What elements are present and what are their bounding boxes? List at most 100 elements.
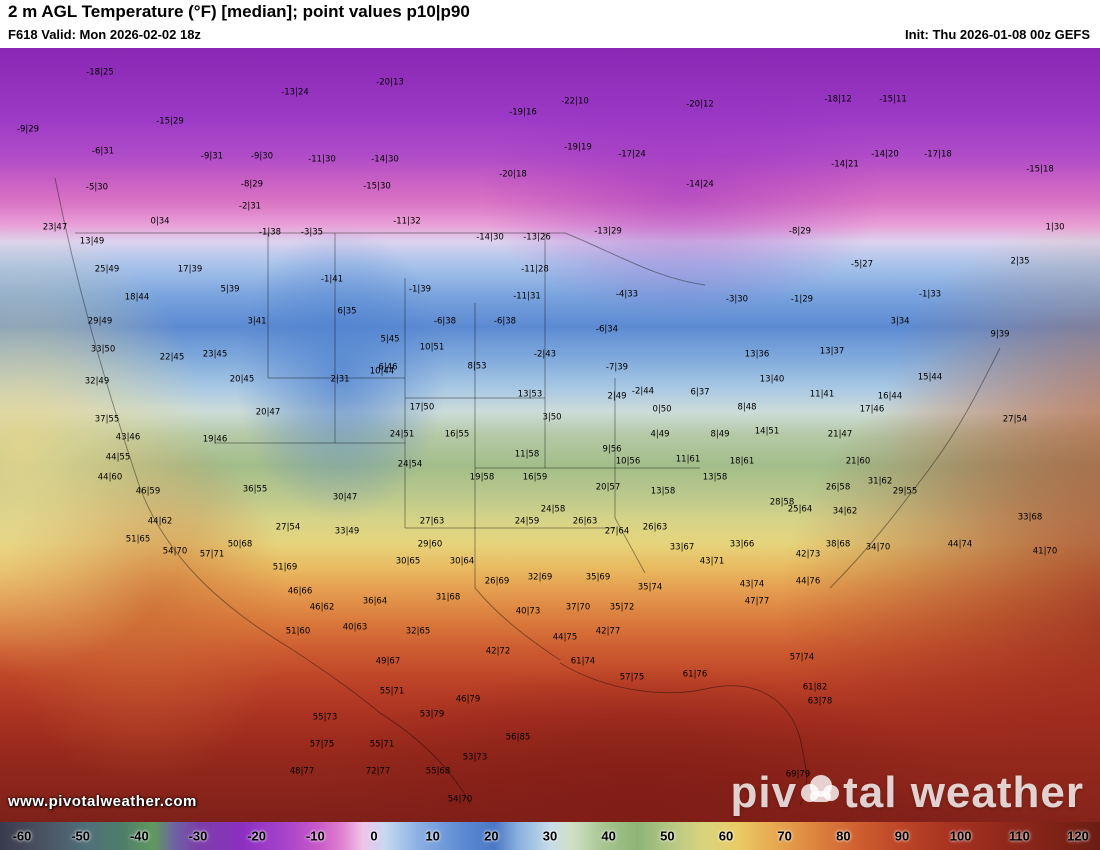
- point-value: -3|35: [300, 227, 324, 238]
- point-value: 31|68: [435, 592, 461, 603]
- point-value: -15|11: [879, 94, 907, 105]
- point-value: -20|12: [686, 99, 714, 110]
- point-value: 44|60: [97, 472, 123, 483]
- point-value: 24|51: [389, 429, 415, 440]
- point-value: 50|68: [227, 539, 253, 550]
- point-value: 10|56: [615, 456, 641, 467]
- point-value: 14|51: [754, 426, 780, 437]
- point-value: 36|64: [362, 596, 388, 607]
- colorbar-tick: 30: [542, 828, 558, 844]
- point-value: -19|19: [564, 142, 592, 153]
- point-value: 35|69: [585, 572, 611, 583]
- brand-text-post: tal weather: [843, 768, 1084, 817]
- point-value: 43|46: [115, 432, 141, 443]
- point-value: 55|71: [369, 739, 395, 750]
- point-value: 3|50: [542, 412, 562, 423]
- point-value: 34|70: [865, 542, 891, 553]
- point-value: 11|41: [809, 389, 835, 400]
- point-value: 26|63: [572, 516, 598, 527]
- point-value: 10|51: [419, 342, 445, 353]
- point-value: 44|75: [552, 632, 578, 643]
- point-value: -11|31: [513, 291, 541, 302]
- point-value: 51|69: [272, 562, 298, 573]
- point-value: -11|30: [308, 154, 336, 165]
- point-value: -20|13: [376, 77, 404, 88]
- point-value: -6|34: [595, 324, 619, 335]
- point-value: -2|44: [631, 386, 655, 397]
- point-value: 3|34: [890, 316, 910, 327]
- point-value: 27|64: [604, 526, 630, 537]
- point-value: -5|30: [85, 182, 109, 193]
- point-value: -3|30: [725, 294, 749, 305]
- point-value: 38|68: [825, 539, 851, 550]
- point-value: 29|60: [417, 539, 443, 550]
- point-value: -6|38: [493, 316, 517, 327]
- point-value: 21|47: [827, 429, 853, 440]
- point-value: 61|82: [802, 682, 828, 693]
- point-value: 8|53: [467, 361, 487, 372]
- point-value: -17|24: [618, 149, 646, 160]
- point-value: 0|34: [150, 216, 170, 227]
- point-value: 26|69: [484, 576, 510, 587]
- point-value: 2|35: [1010, 256, 1030, 267]
- point-value: -1|33: [918, 289, 942, 300]
- point-value: 43|74: [739, 579, 765, 590]
- point-value: 32|49: [84, 376, 110, 387]
- point-value: -6|38: [433, 316, 457, 327]
- point-value: 4|49: [650, 429, 670, 440]
- colorbar-tick: 110: [1008, 828, 1030, 844]
- point-value: 23|45: [202, 349, 228, 360]
- colorbar-tick: 90: [894, 828, 910, 844]
- point-value: 28|58: [769, 497, 795, 508]
- point-value: 46|66: [287, 586, 313, 597]
- point-value: -11|28: [521, 264, 549, 275]
- point-value: 44|76: [795, 576, 821, 587]
- point-value: 9|56: [602, 444, 622, 455]
- point-value: 35|74: [637, 582, 663, 593]
- point-value: 6|37: [690, 387, 710, 398]
- point-value: 19|46: [202, 434, 228, 445]
- point-value: -7|39: [605, 362, 629, 373]
- point-value: 33|66: [729, 539, 755, 550]
- point-value: 46|79: [455, 694, 481, 705]
- point-value: 16|44: [877, 391, 903, 402]
- point-value: 27|54: [275, 522, 301, 533]
- point-value: 25|64: [787, 504, 813, 515]
- init-time-text: Init: Thu 2026-01-08 00z GEFS: [905, 27, 1090, 42]
- colorbar-tick: 0: [370, 828, 378, 844]
- point-value: 37|70: [565, 602, 591, 613]
- point-value: 5|45: [380, 334, 400, 345]
- point-value: -13|26: [523, 232, 551, 243]
- point-value: 8|48: [737, 402, 757, 413]
- point-value: 5|39: [220, 284, 240, 295]
- point-value: 20|47: [255, 407, 281, 418]
- point-value: 30|64: [449, 556, 475, 567]
- point-value: 42|73: [795, 549, 821, 560]
- point-value: -15|30: [363, 181, 391, 192]
- colorbar-tick: 50: [660, 828, 675, 844]
- point-value: 24|58: [540, 504, 566, 515]
- point-value: 22|45: [159, 352, 185, 363]
- point-value: 69|79: [785, 769, 811, 780]
- point-value: 55|71: [379, 686, 405, 697]
- point-value: 44|62: [147, 516, 173, 527]
- colorbar-tick: -40: [129, 828, 149, 844]
- point-value: -9|29: [16, 124, 40, 135]
- point-value: 57|75: [309, 739, 335, 750]
- point-value: 10|44: [369, 366, 395, 377]
- point-value: 32|65: [405, 626, 431, 637]
- point-value: -18|25: [86, 67, 114, 78]
- point-value: 57|71: [199, 549, 225, 560]
- colorbar-tick: -50: [71, 828, 91, 844]
- point-value: -1|38: [258, 227, 282, 238]
- point-value: -1|41: [320, 274, 344, 285]
- point-value: -17|18: [924, 149, 952, 160]
- point-value: 61|76: [682, 669, 708, 680]
- point-value: 40|73: [515, 606, 541, 617]
- colorbar-tick: 20: [484, 828, 499, 844]
- point-value: 48|77: [289, 766, 315, 777]
- point-value: 35|72: [609, 602, 635, 613]
- point-value: -4|33: [615, 289, 639, 300]
- point-value: 55|68: [425, 766, 451, 777]
